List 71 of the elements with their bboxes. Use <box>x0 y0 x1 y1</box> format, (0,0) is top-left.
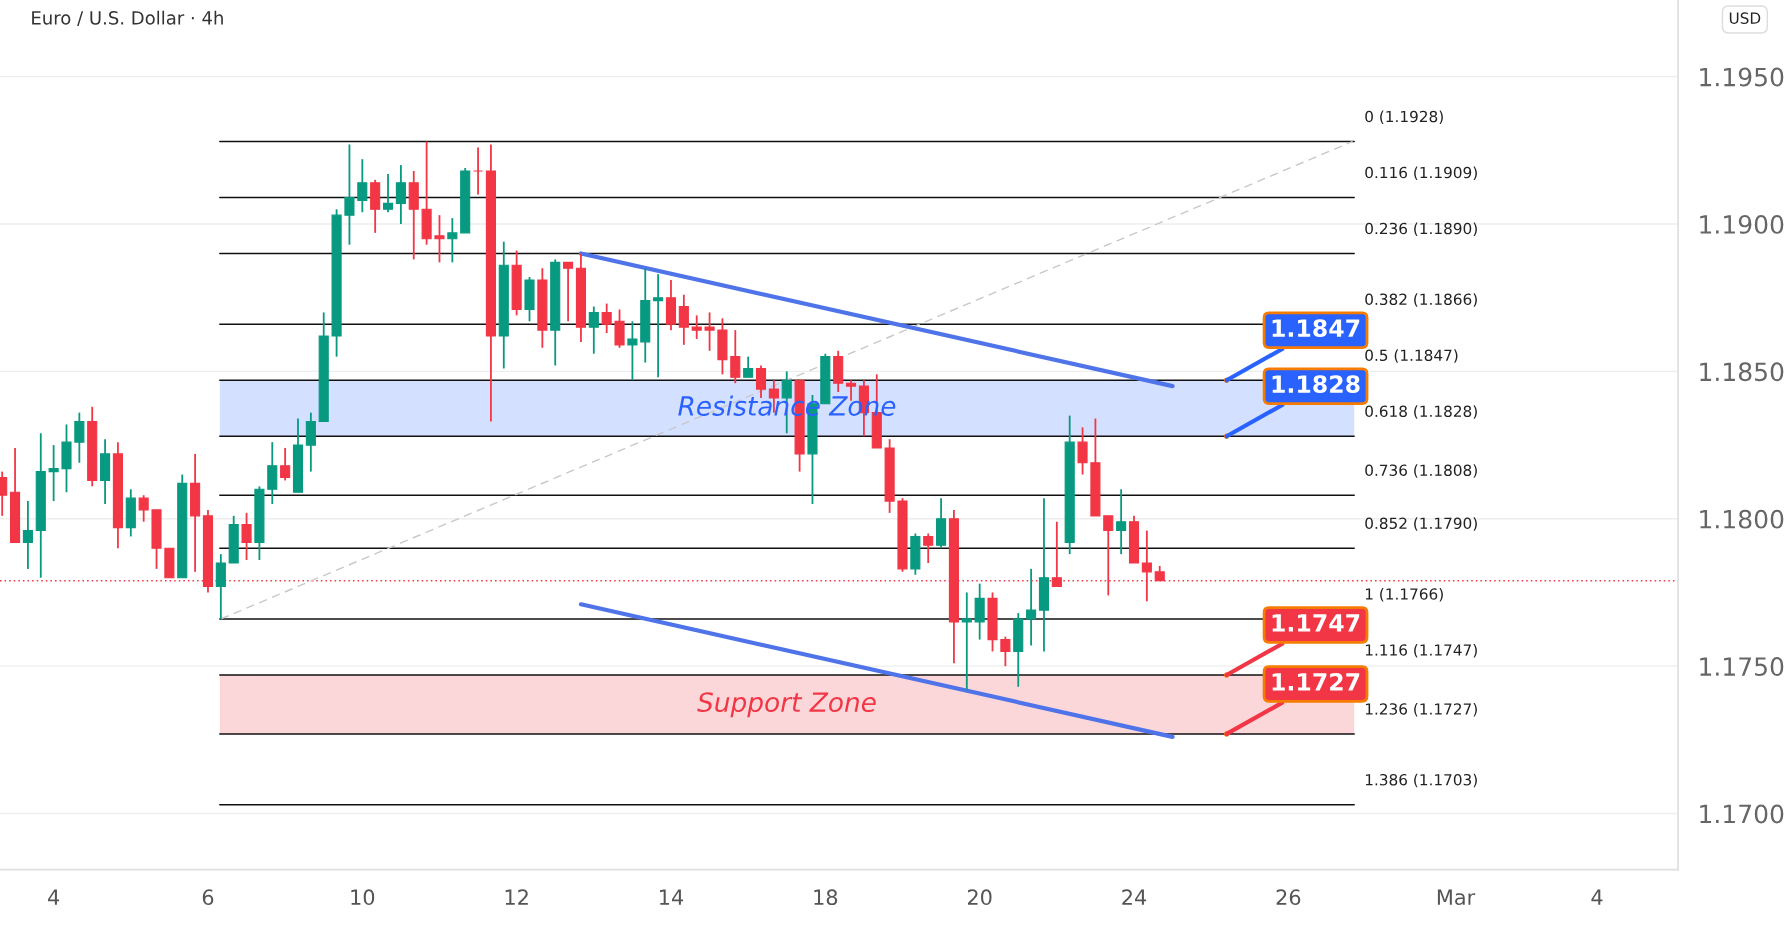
ref-line-label: 1 (1.1766) <box>1365 588 1443 602</box>
x-tick-label: Mar <box>1437 889 1476 906</box>
x-tick-label: 26 <box>1276 889 1301 906</box>
y-tick-label: 1.1850 <box>1700 362 1784 382</box>
ref-line-label: 0.236 (1.1890) <box>1365 222 1477 237</box>
ref-line-label: 0.618 (1.1828) <box>1365 405 1477 419</box>
x-tick-label: 14 <box>660 889 684 905</box>
candlestick <box>395 164 406 225</box>
candlestick <box>434 214 445 264</box>
ref-line-label: 1.386 (1.1703) <box>1365 773 1477 788</box>
candlestick <box>961 591 972 691</box>
candlestick <box>704 311 715 352</box>
candlestick <box>614 308 625 349</box>
ref-line-label: 0.736 (1.1808) <box>1365 464 1477 478</box>
x-tick-label: 10 <box>351 889 375 906</box>
ref-line-label: 1.236 (1.1727) <box>1365 702 1477 717</box>
x-tick-label: 18 <box>814 889 838 906</box>
annotation: 1.1847 <box>1272 319 1360 338</box>
y-tick-label: 1.1900 <box>1700 214 1784 234</box>
ref-line-label: 0.116 (1.1909) <box>1365 166 1477 181</box>
x-tick-label: 4 <box>1591 889 1603 905</box>
y-tick-label: 1.1700 <box>1700 804 1784 824</box>
candlestick <box>267 441 278 505</box>
candlestick <box>1077 426 1088 476</box>
ref-line-label: 1.116 (1.1747) <box>1365 644 1477 658</box>
candlestick <box>280 447 291 482</box>
candlestick <box>447 217 458 264</box>
candlestick <box>691 314 702 340</box>
candlestick <box>74 411 85 464</box>
candlestick <box>678 293 689 346</box>
candlestick <box>382 173 394 214</box>
ref-line-label: 0 (1.1928) <box>1365 110 1443 125</box>
candlestick <box>241 511 252 561</box>
candlestick <box>305 411 316 473</box>
candlestick <box>138 494 149 523</box>
ref-line-label: 0.382 (1.1866) <box>1365 293 1477 307</box>
candlestick <box>473 146 484 196</box>
x-tick-label: 12 <box>505 889 528 905</box>
band-label: Support Zone <box>697 692 876 718</box>
candlestick <box>22 500 33 570</box>
candlestick <box>344 143 355 246</box>
ref-line-label: 0.5 (1.1847) <box>1365 349 1458 363</box>
candlestick <box>1141 529 1152 603</box>
annotation: 1.1747 <box>1272 614 1360 632</box>
y-axis-title: USD <box>1729 12 1761 24</box>
annotation: 1.1828 <box>1272 375 1360 394</box>
x-tick-label: 4 <box>48 889 60 905</box>
ref-line-label: 0.852 (1.1790) <box>1365 517 1477 531</box>
candlestick <box>627 320 638 382</box>
candlestick <box>563 261 574 323</box>
candlestick <box>730 329 741 385</box>
candlestick <box>215 553 226 620</box>
candlestick <box>653 273 664 379</box>
x-tick-label: 20 <box>967 889 992 906</box>
candlestick <box>923 532 934 564</box>
candlestick <box>743 355 754 379</box>
candlestick <box>357 158 368 214</box>
annotation: 1.1727 <box>1272 672 1360 691</box>
x-tick-label: 6 <box>202 889 214 906</box>
y-tick-label: 1.1750 <box>1700 657 1784 676</box>
candlestick <box>974 582 985 641</box>
candlestick <box>48 444 59 502</box>
y-tick-label: 1.1800 <box>1700 509 1784 529</box>
candlestick <box>1026 567 1037 647</box>
candlestick <box>601 302 612 334</box>
text: Euro / U.S. Dollar · 4h <box>32 10 223 27</box>
candlestick <box>1000 635 1011 668</box>
x-tick-label: 24 <box>1122 889 1147 905</box>
candlestick <box>588 305 599 355</box>
y-tick-label: 1.1950 <box>1700 67 1784 87</box>
candlestick <box>1116 488 1127 556</box>
